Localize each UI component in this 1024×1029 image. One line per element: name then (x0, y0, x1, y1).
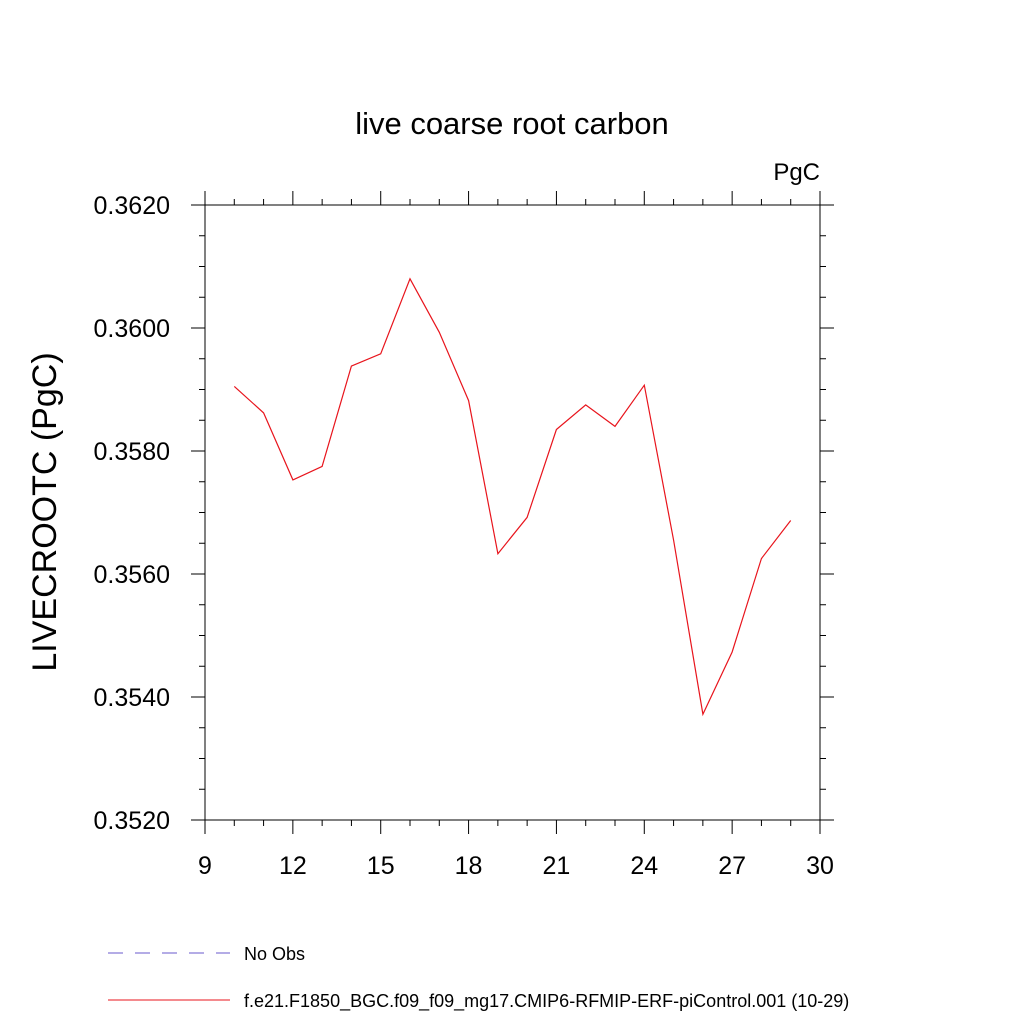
y-tick-label: 0.3520 (94, 807, 170, 835)
y-tick-label: 0.3620 (94, 192, 170, 220)
x-tick-label: 24 (630, 852, 658, 880)
y-tick-label: 0.3540 (94, 684, 170, 712)
series-line (233, 277, 792, 717)
y-tick-label: 0.3560 (94, 561, 170, 589)
legend-label: f.e21.F1850_BGC.f09_f09_mg17.CMIP6-RFMIP… (244, 991, 849, 1012)
x-tick-label: 21 (543, 852, 571, 880)
y-axis-label: LIVECROOTC (PgC) (26, 352, 64, 671)
x-tick-label: 30 (806, 852, 834, 880)
y-tick-label: 0.3580 (94, 438, 170, 466)
x-tick-label: 12 (279, 852, 307, 880)
x-tick-label: 15 (367, 852, 395, 880)
y-tick-label: 0.3600 (94, 315, 170, 343)
legend-label: No Obs (244, 944, 305, 964)
legend: No Obs f.e21.F1850_BGC.f09_f09_mg17.CMIP6… (108, 944, 849, 1012)
series-layer (233, 277, 792, 717)
plot-frame (204, 204, 821, 821)
x-tick-label: 9 (198, 852, 212, 880)
x-tick-label: 18 (455, 852, 483, 880)
units-label: PgC (773, 159, 820, 186)
x-tick-label: 27 (718, 852, 746, 880)
chart-title: live coarse root carbon (355, 106, 669, 141)
axes: 9 12 15 18 21 24 27 30 0.3520 0.3540 0.3560 0.3580 0… (94, 191, 834, 880)
